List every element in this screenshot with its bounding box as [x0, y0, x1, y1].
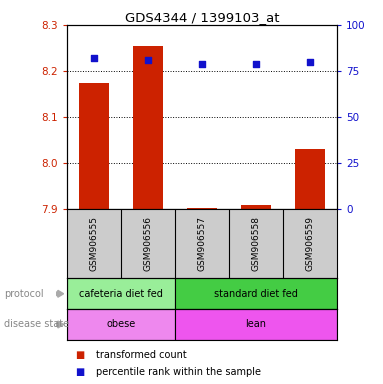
Bar [175, 309, 337, 340]
Text: obese: obese [106, 319, 136, 329]
Text: GSM906559: GSM906559 [306, 216, 314, 271]
Bar [79, 83, 109, 209]
Text: GSM906556: GSM906556 [144, 216, 152, 271]
Bar [175, 278, 337, 309]
Text: GSM906555: GSM906555 [90, 216, 98, 271]
Point [145, 57, 151, 63]
Point [199, 61, 205, 67]
Text: GSM906558: GSM906558 [252, 216, 260, 271]
Title: GDS4344 / 1399103_at: GDS4344 / 1399103_at [125, 11, 279, 24]
Text: lean: lean [246, 319, 267, 329]
Text: protocol: protocol [4, 289, 43, 299]
Bar [133, 46, 163, 209]
Point [307, 59, 313, 65]
Text: transformed count: transformed count [96, 350, 187, 360]
Text: percentile rank within the sample: percentile rank within the sample [96, 367, 261, 377]
Bar [67, 309, 175, 340]
Bar [241, 205, 271, 209]
Text: cafeteria diet fed: cafeteria diet fed [79, 289, 163, 299]
Point [91, 55, 97, 61]
Text: disease state: disease state [4, 319, 69, 329]
Bar [187, 208, 217, 209]
Bar [67, 278, 175, 309]
Text: ■: ■ [75, 367, 84, 377]
Point [253, 61, 259, 67]
Text: ■: ■ [75, 350, 84, 360]
Text: standard diet fed: standard diet fed [214, 289, 298, 299]
Bar [295, 149, 325, 209]
Text: GSM906557: GSM906557 [198, 216, 206, 271]
